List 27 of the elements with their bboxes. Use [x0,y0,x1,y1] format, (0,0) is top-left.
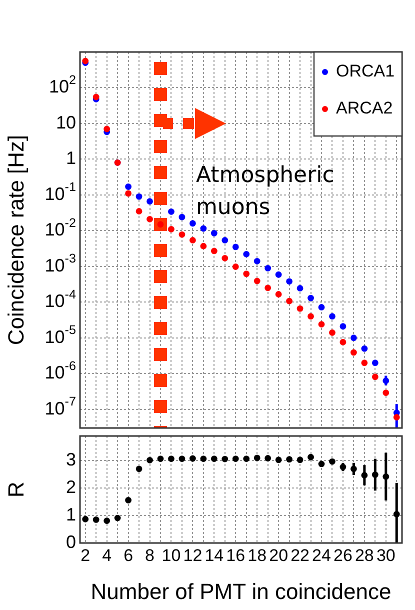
x-tick-label: 28 [354,546,374,565]
x-tick-label: 26 [334,546,352,565]
legend-label: ARCA2 [336,98,393,118]
y-tick-label: 2 [66,477,76,498]
y-tick-label: 1 [66,504,76,525]
y-tick-label: 1 [66,148,76,168]
x-tick-label: 2 [80,546,90,565]
y-axis-title: Coincidence rate [Hz] [3,134,28,346]
x-tick-label: 24 [312,546,331,565]
x-tick-label: 22 [290,546,310,565]
x-tick-label: 30 [376,546,396,565]
y-axis-title: R [3,482,28,498]
annotation: Atmospheric muons [196,163,334,220]
x-tick-label: 4 [102,546,112,565]
x-axis-title: Number of PMT in coincidence [90,578,392,604]
x-tick-label: 14 [204,546,224,565]
x-tick-label: 12 [183,546,202,565]
x-tick-label: 6 [124,546,134,565]
x-tick-label: 10 [162,546,181,565]
x-tick-label: 18 [248,546,267,565]
x-tick-label: 20 [269,546,288,565]
x-tick-label: 16 [226,546,246,565]
y-tick-label: 10 [56,112,76,132]
x-tick-label: 8 [145,546,154,565]
legend-label: ORCA1 [336,62,395,81]
y-tick-label: 0 [66,532,76,552]
y-tick-label: 3 [66,450,76,470]
